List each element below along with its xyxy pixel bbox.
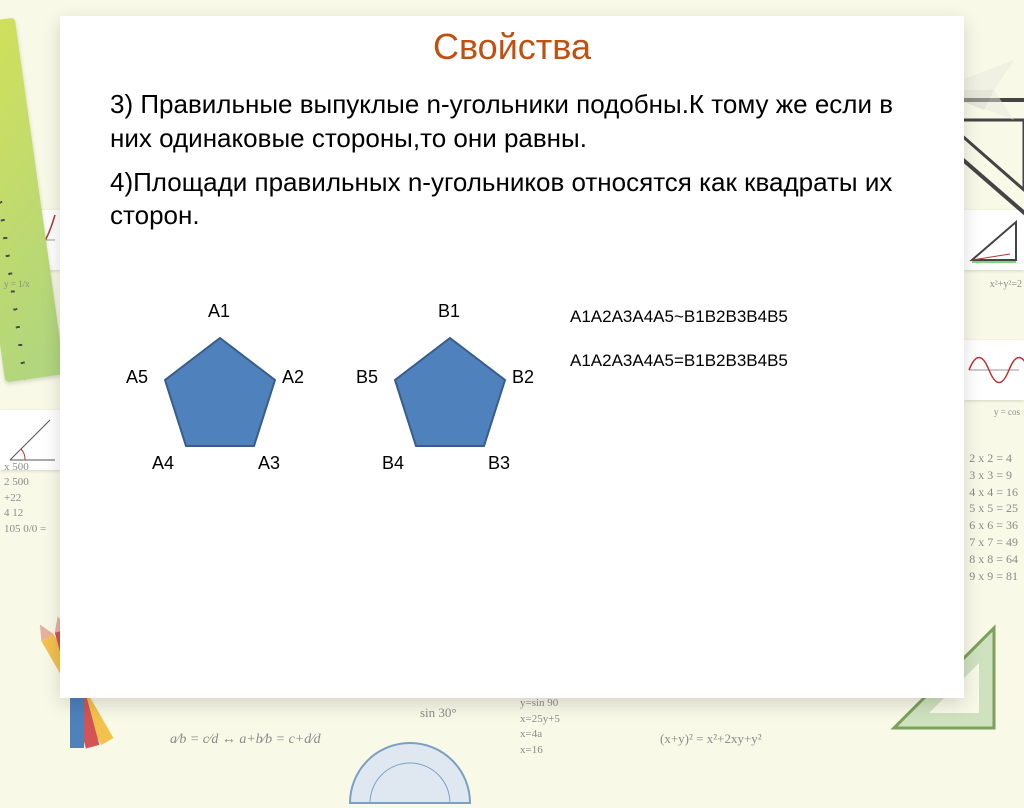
diagram-row: A1 A2 A3 A4 A5 B1 B2 B3 B4 B5 A1A2A3A4A5… — [110, 293, 914, 493]
label-a2: A2 — [282, 367, 304, 388]
label-a1: A1 — [208, 301, 230, 322]
label-b5: B5 — [356, 367, 378, 388]
label-a4: A4 — [152, 453, 174, 474]
label-b1: B1 — [438, 301, 460, 322]
decor-text-equpper: x²+y²=2 — [990, 278, 1022, 292]
decor-thumb-sine — [964, 340, 1024, 400]
paragraph-3: 3) Правильные выпуклые n-угольники подоб… — [110, 88, 914, 156]
pentagon-a: A1 A2 A3 A4 A5 — [110, 293, 330, 493]
pentagon-b-shape — [385, 328, 515, 458]
decor-text-fraction: a⁄b = c⁄d ↔ a+b⁄b = c+d⁄d — [170, 730, 321, 750]
equation-equal: A1A2A3A4A5=B1B2B3B4B5 — [570, 351, 788, 371]
decor-text-ycos: y = cos — [994, 406, 1020, 419]
label-a5: A5 — [126, 367, 148, 388]
slide-card: Свойства 3) Правильные выпуклые n-угольн… — [60, 16, 964, 698]
label-b3: B3 — [488, 453, 510, 474]
paragraph-4: 4)Площади правильных n-угольников относя… — [110, 166, 914, 234]
decor-protractor-icon — [340, 728, 480, 808]
pentagon-b: B1 B2 B3 B4 B5 — [340, 293, 560, 493]
decor-text-poly: (x+y)² = x²+2xy+y² — [660, 730, 762, 748]
slide-title: Свойства — [110, 16, 914, 82]
decor-text-leftcol: x 500 2 500 +22 4 12 105 0/0 = — [4, 460, 46, 537]
label-b2: B2 — [512, 367, 534, 388]
equation-column: A1A2A3A4A5~B1B2B3B4B5 A1A2A3A4A5=B1B2B3B… — [570, 293, 788, 371]
equation-similar: A1A2A3A4A5~B1B2B3B4B5 — [570, 307, 788, 327]
decor-text-times-table: 2 x 2 = 4 3 x 3 = 9 4 x 4 = 16 5 x 5 = 2… — [969, 450, 1018, 584]
decor-text-sins: y=sin 90 x=25y+5 x=4a x=16 — [520, 696, 560, 758]
label-b4: B4 — [382, 453, 404, 474]
decor-text-sin30: sin 30° — [420, 704, 457, 722]
label-a3: A3 — [258, 453, 280, 474]
decor-ruler — [0, 18, 65, 383]
decor-thumb-angle — [0, 410, 60, 470]
pentagon-a-shape — [155, 328, 285, 458]
